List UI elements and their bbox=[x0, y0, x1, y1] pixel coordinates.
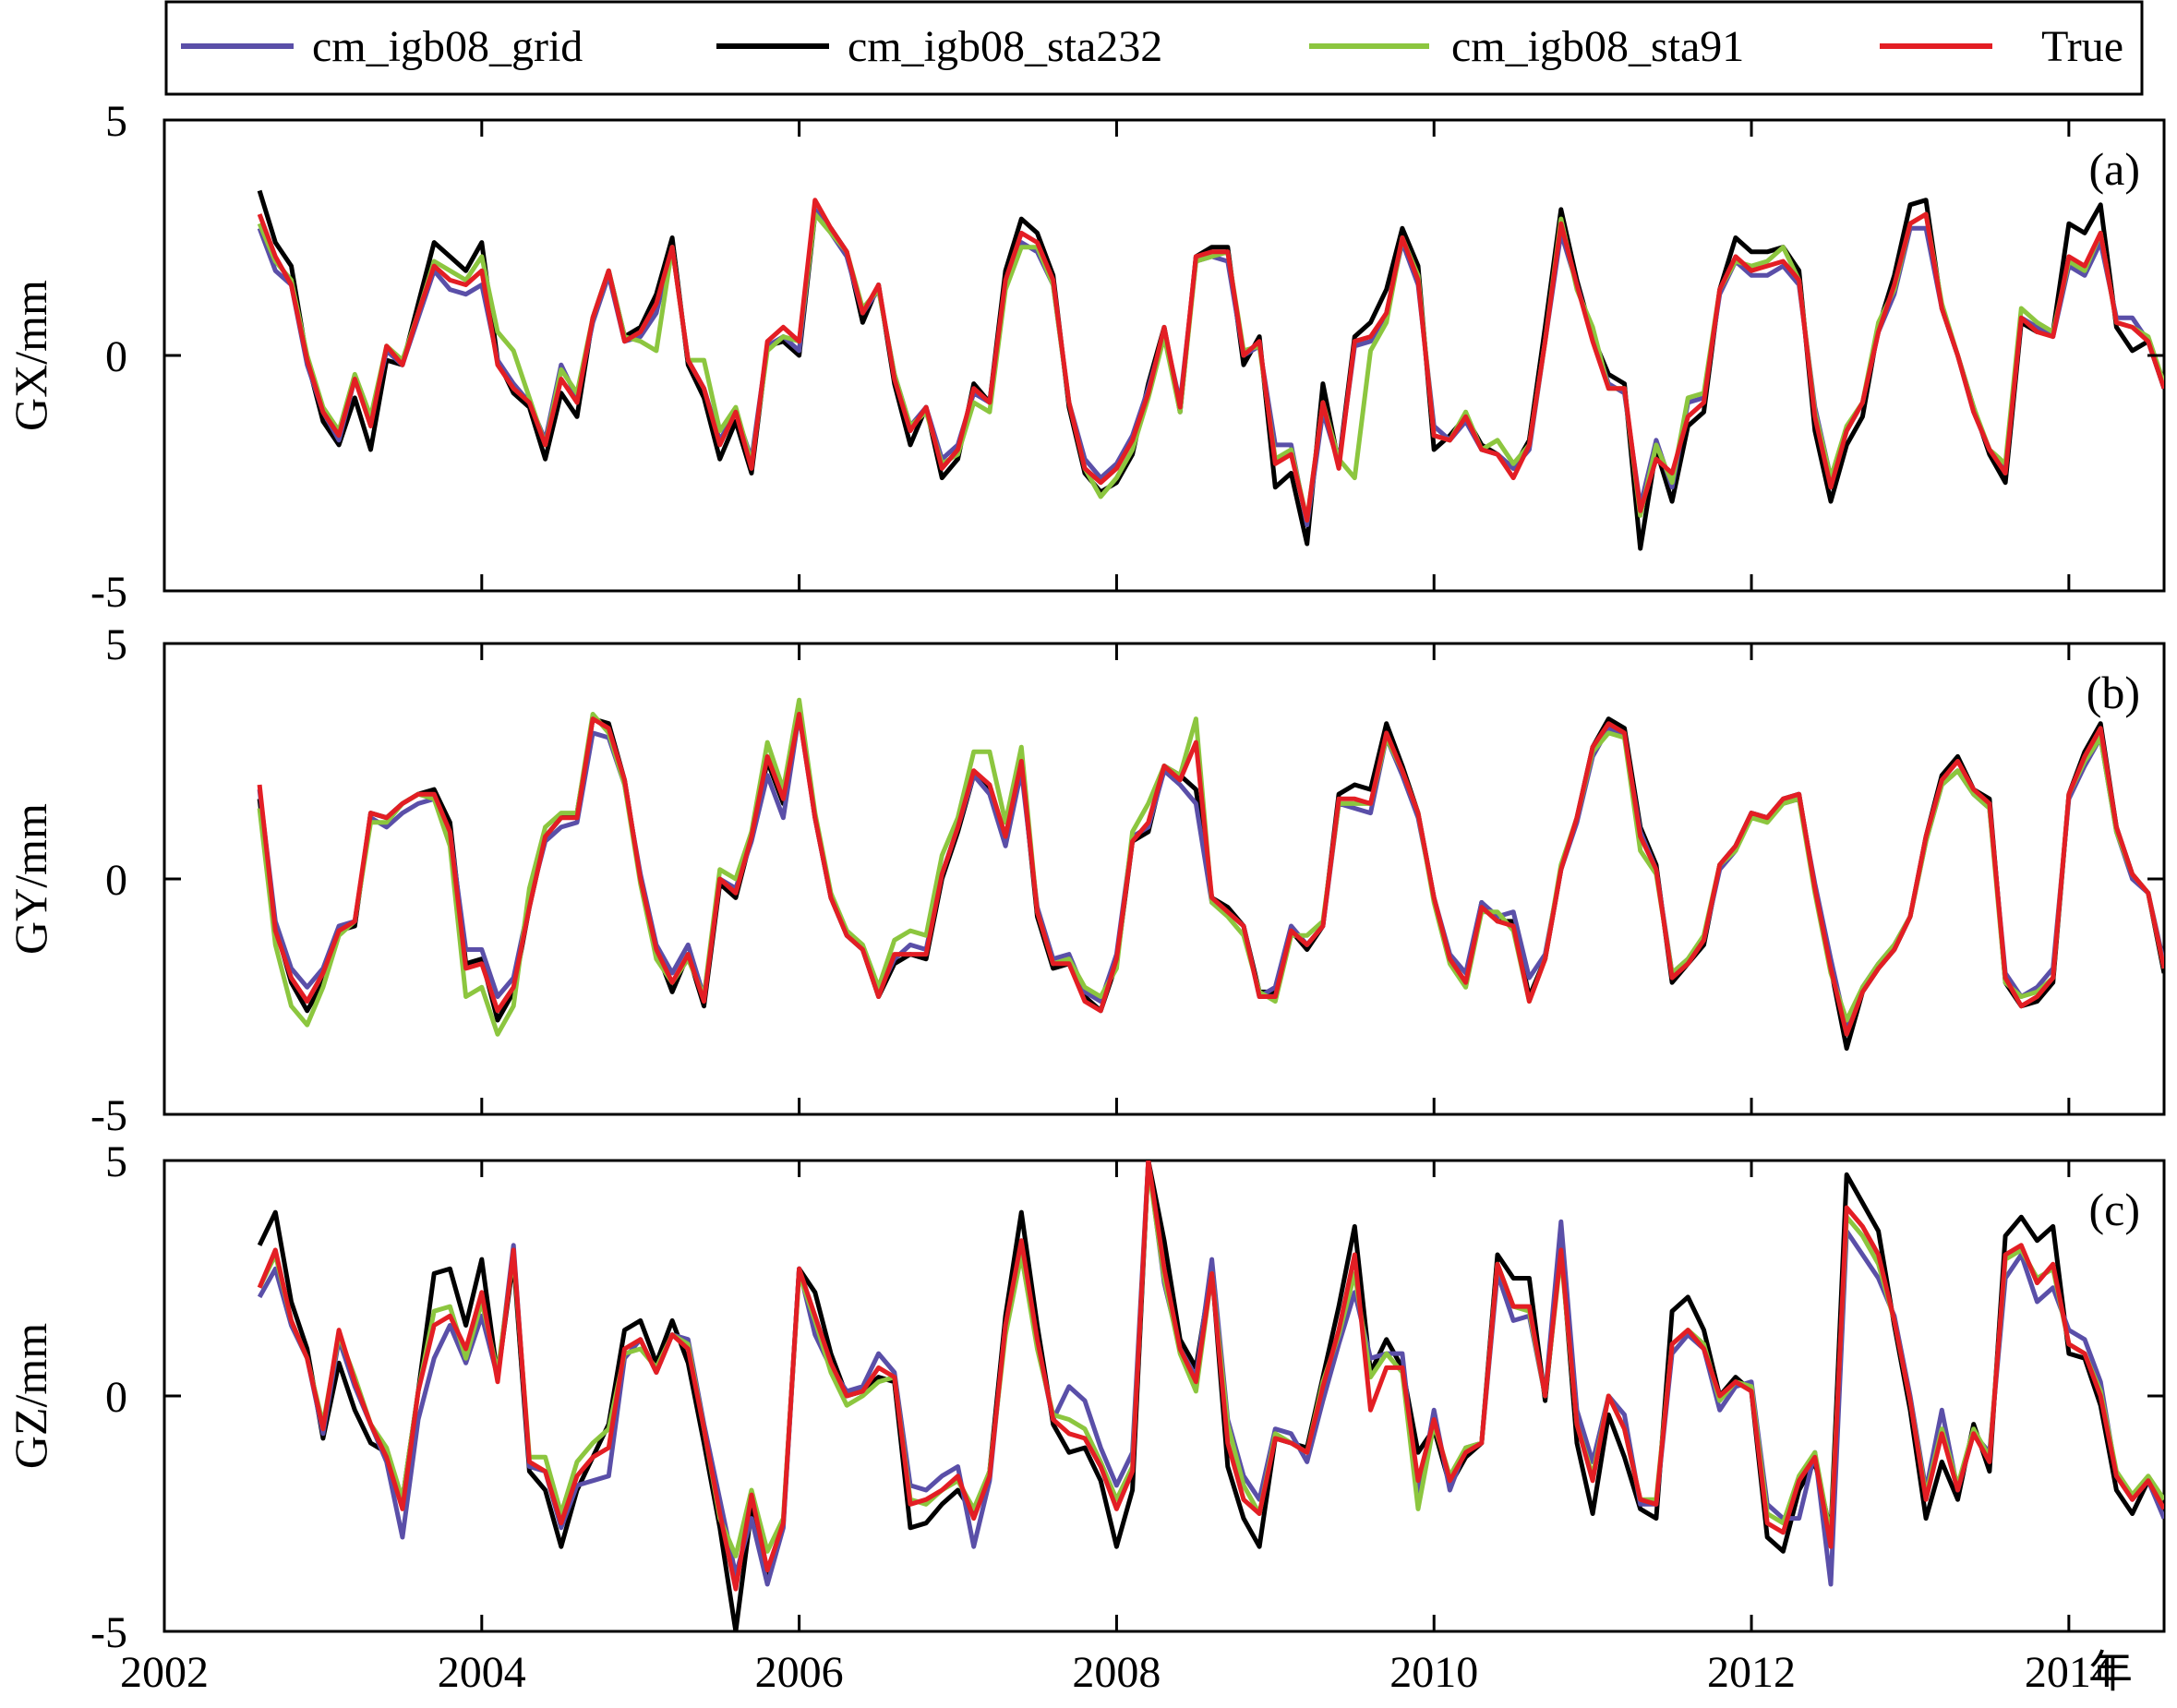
panel-1-series-cm-igb08-sta91-line bbox=[257, 211, 2164, 523]
panel-1-ytick-label: -5 bbox=[90, 568, 127, 617]
panel-3-series-true-line bbox=[257, 1161, 2164, 1592]
panel-1-ytick-label: 0 bbox=[105, 332, 127, 381]
x-tick-label: 2002 bbox=[120, 1648, 209, 1697]
panel-1-ylabel: GX/mm bbox=[5, 280, 56, 431]
panel-2-series-cm-igb08-sta91-line bbox=[257, 697, 2164, 1037]
panel-1-ytick-label: 5 bbox=[105, 97, 127, 146]
x-tick-label: 2004 bbox=[438, 1648, 526, 1697]
panel-2-ytick-label: -5 bbox=[90, 1091, 127, 1140]
panel-1: 5 0 -5 GX/mm (a) bbox=[5, 97, 2166, 617]
panel-2-ylabel: GY/mm bbox=[5, 803, 56, 955]
panel-1-label: (a) bbox=[2089, 143, 2141, 195]
legend-label-1: cm_igb08_grid bbox=[312, 22, 583, 71]
panel-1-series-true-line bbox=[257, 198, 2164, 523]
panel-3-series-cm-igb08-grid-line bbox=[257, 1161, 2164, 1587]
x-tick-label: 2012 bbox=[1707, 1648, 1796, 1697]
panel-2-label: (b) bbox=[2087, 667, 2140, 718]
legend: cm_igb08_grid cm_igb08_sta232 cm_igb08_sta… bbox=[164, 0, 2144, 96]
x-axis-unit-label: 年 bbox=[2088, 1648, 2133, 1697]
panel-2-series-cm-igb08-grid-line bbox=[257, 712, 2164, 1032]
legend-label-4: True bbox=[2041, 22, 2123, 71]
legend-label-2: cm_igb08_sta232 bbox=[848, 22, 1162, 71]
x-tick-label: 2010 bbox=[1389, 1648, 1478, 1697]
panel-2: 5 0 -5 GY/mm (b) bbox=[5, 620, 2166, 1140]
panel-3-label: (c) bbox=[2089, 1184, 2141, 1235]
x-tick-label: 2006 bbox=[755, 1648, 844, 1697]
x-tick-label: 2008 bbox=[1072, 1648, 1161, 1697]
legend-label-3: cm_igb08_sta91 bbox=[1451, 22, 1744, 71]
panel-2-ytick-label: 0 bbox=[105, 856, 127, 905]
chart-panels: 5 0 -5 GX/mm (a) 5 0 -5 GY/mm (b) 5 0 -5 GZ/mm (c) bbox=[5, 97, 2166, 1657]
panel-1-frame bbox=[162, 118, 2166, 593]
panel-3-ylabel: GZ/mm bbox=[5, 1323, 56, 1469]
panel-2-ytick-label: 5 bbox=[105, 620, 127, 669]
panel-1-series-cm-igb08-sta232-line bbox=[257, 189, 2164, 551]
panel-3-ytick-label: 0 bbox=[105, 1373, 127, 1422]
x-tick-label: 2014 bbox=[2025, 1648, 2113, 1697]
panel-2-series-true-line bbox=[257, 712, 2164, 1037]
panel-2-frame bbox=[162, 642, 2166, 1116]
legend-box bbox=[164, 0, 2144, 96]
panel-3-ytick-label: -5 bbox=[90, 1608, 127, 1657]
panel-3: 5 0 -5 GZ/mm (c) bbox=[5, 1137, 2166, 1657]
panel-3-ytick-label: 5 bbox=[105, 1137, 127, 1186]
panel-3-series-cm-igb08-sta232-line bbox=[257, 1161, 2164, 1631]
